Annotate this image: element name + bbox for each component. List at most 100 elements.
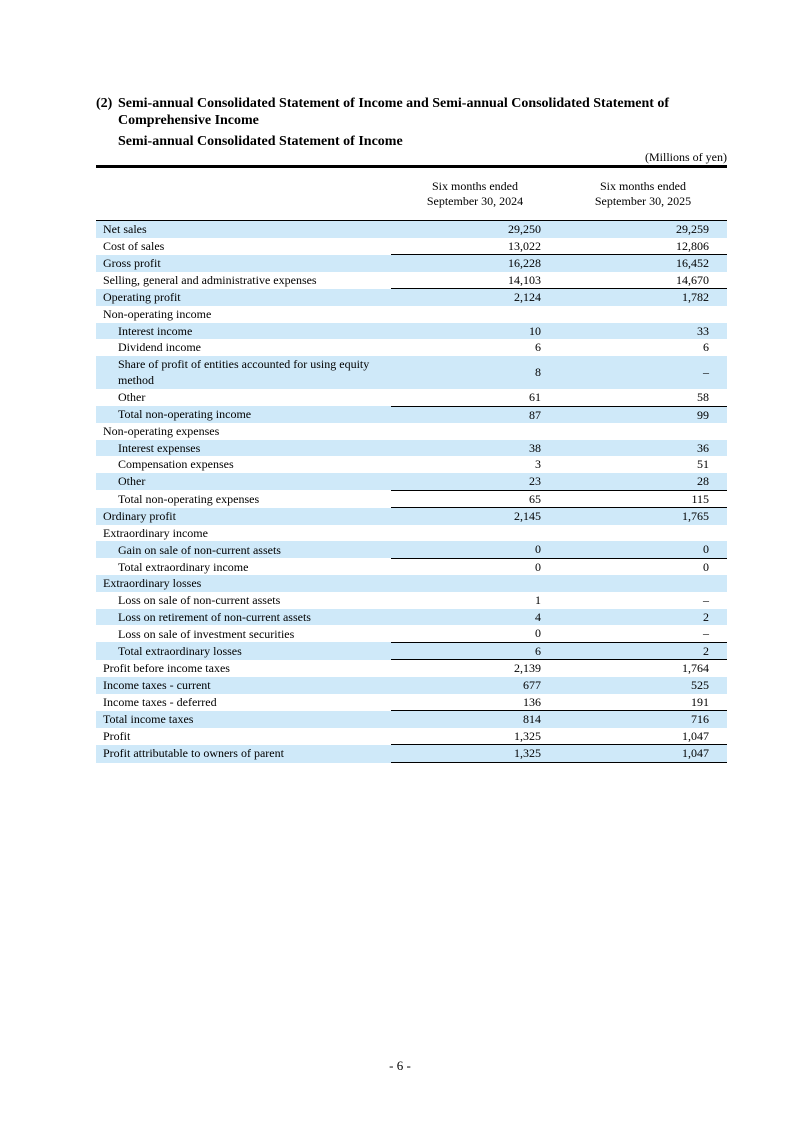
row-label: Total extraordinary losses — [96, 642, 391, 660]
row-label: Cost of sales — [103, 238, 165, 253]
value-cell: – — [703, 626, 709, 641]
table-row: Total non-operating expenses 65 115 — [96, 489, 727, 508]
value-cell: 2,139 — [391, 659, 559, 678]
header-cell — [96, 165, 391, 221]
text: Six months ended — [600, 179, 686, 193]
table-row: Total income taxes 814 716 — [96, 710, 727, 728]
value-cell: 36 — [559, 439, 727, 457]
table-row: Other 23 28 — [96, 472, 727, 490]
value-cell: 33 — [559, 322, 727, 340]
value-cell: 28 — [559, 472, 727, 490]
row-label: Loss on sale of non-current assets — [118, 593, 281, 608]
row-label: Operating profit — [96, 288, 391, 306]
row-label: Other — [96, 472, 391, 490]
income-statement: Six months ended September 30, 2024 Six m… — [96, 165, 727, 763]
row-label: Interest income — [96, 322, 391, 340]
value-cell: 1,325 — [514, 728, 541, 743]
value-cell: 4 — [391, 608, 559, 626]
table-row: Interest expenses 38 36 — [96, 439, 727, 457]
value-cell: 1,047 — [682, 728, 709, 743]
row-label: Net sales — [96, 220, 391, 238]
value-cell: 61 — [529, 389, 541, 404]
value-cell: 1,047 — [559, 744, 727, 763]
table-row: Extraordinary losses — [96, 575, 727, 593]
value-cell: 2 — [559, 641, 727, 660]
column-header: Six months ended September 30, 2025 — [559, 165, 727, 221]
value-cell: 8 — [391, 355, 559, 389]
row-label: Non-operating income — [103, 306, 212, 321]
value-cell: 12,806 — [676, 238, 709, 253]
value-cell — [391, 575, 559, 593]
value-cell: 191 — [691, 694, 709, 709]
text: September 30, 2025 — [594, 194, 692, 208]
table-row: Total non-operating income 87 99 — [96, 405, 727, 424]
value-cell: – — [559, 355, 727, 389]
unit-note: (Millions of yen) — [645, 150, 727, 164]
table-row: Operating profit 2,124 1,782 — [96, 288, 727, 306]
value-cell: 29,259 — [559, 220, 727, 238]
table-row: Income taxes - deferred 136 191 — [96, 694, 727, 711]
row-label: Profit before income taxes — [103, 661, 230, 676]
row-label: Gross profit — [96, 254, 391, 272]
row-label: Loss on sale of investment securities — [118, 626, 295, 641]
value-cell: 16,228 — [391, 254, 559, 272]
value-cell: 0 — [559, 557, 727, 576]
row-label: Total income taxes — [96, 710, 391, 728]
table-row: Profit before income taxes 2,139 1,764 — [96, 659, 727, 678]
row-label: Profit attributable to owners of parent — [96, 744, 391, 763]
page-number: - 6 - — [389, 1058, 411, 1073]
value-cell: 58 — [697, 389, 709, 404]
table-row: Extraordinary income — [96, 525, 727, 542]
value-cell — [559, 525, 727, 542]
value-cell: 136 — [523, 694, 541, 709]
row-label: Total non-operating expenses — [118, 491, 260, 506]
row-label: Interest expenses — [96, 439, 391, 457]
value-cell: 10 — [391, 322, 559, 340]
table-row: Loss on sale of non-current assets 1 – — [96, 592, 727, 609]
value-cell: 814 — [391, 710, 559, 728]
value-cell: 1,325 — [391, 744, 559, 763]
value-cell — [559, 306, 727, 323]
value-cell: 51 — [697, 457, 709, 472]
value-cell: 65 — [391, 489, 559, 508]
table-row: Gross profit 16,228 16,452 — [96, 254, 727, 272]
value-cell: 87 — [391, 405, 559, 424]
table-row: Ordinary profit 2,145 1,765 — [96, 507, 727, 525]
value-cell: 6 — [703, 340, 709, 355]
row-label: Total extraordinary income — [118, 559, 249, 574]
table-row: Loss on retirement of non-current assets… — [96, 608, 727, 626]
value-cell: 0 — [535, 626, 541, 641]
table-row: Loss on sale of investment securities 0 – — [96, 625, 727, 642]
row-label: Compensation expenses — [118, 457, 234, 472]
table-row: Selling, general and administrative expe… — [96, 272, 727, 289]
value-cell: 0 — [391, 541, 559, 559]
value-cell: 115 — [559, 489, 727, 508]
value-cell — [391, 423, 559, 440]
text: Six months ended — [432, 179, 518, 193]
value-cell — [559, 423, 727, 440]
table-row: Dividend income 6 6 — [96, 339, 727, 356]
table-row: Total extraordinary income 0 0 — [96, 557, 727, 576]
value-cell: 525 — [559, 677, 727, 694]
value-cell: 16,452 — [559, 254, 727, 272]
row-label: Profit — [103, 729, 131, 744]
row-label: Non-operating expenses — [103, 424, 220, 439]
value-cell: 0 — [559, 541, 727, 559]
row-label: Other — [118, 390, 146, 405]
value-cell: 13,022 — [508, 238, 541, 253]
row-label: Income taxes - current — [96, 677, 391, 694]
value-cell: 1 — [535, 593, 541, 608]
row-label: Loss on retirement of non-current assets — [96, 608, 391, 626]
row-label: Total non-operating income — [96, 406, 391, 424]
value-cell: 14,103 — [508, 272, 541, 287]
value-cell: 6 — [391, 641, 559, 660]
text: September 30, 2024 — [426, 194, 524, 208]
row-label: Selling, general and administrative expe… — [103, 273, 317, 288]
section-title: Semi-annual Consolidated Statement of In… — [118, 96, 670, 111]
value-cell: 716 — [559, 710, 727, 728]
value-cell: 29,250 — [391, 220, 559, 238]
value-cell: 0 — [391, 557, 559, 576]
row-label: Extraordinary losses — [96, 575, 391, 593]
value-cell: 677 — [391, 677, 559, 694]
value-cell: 23 — [391, 472, 559, 490]
